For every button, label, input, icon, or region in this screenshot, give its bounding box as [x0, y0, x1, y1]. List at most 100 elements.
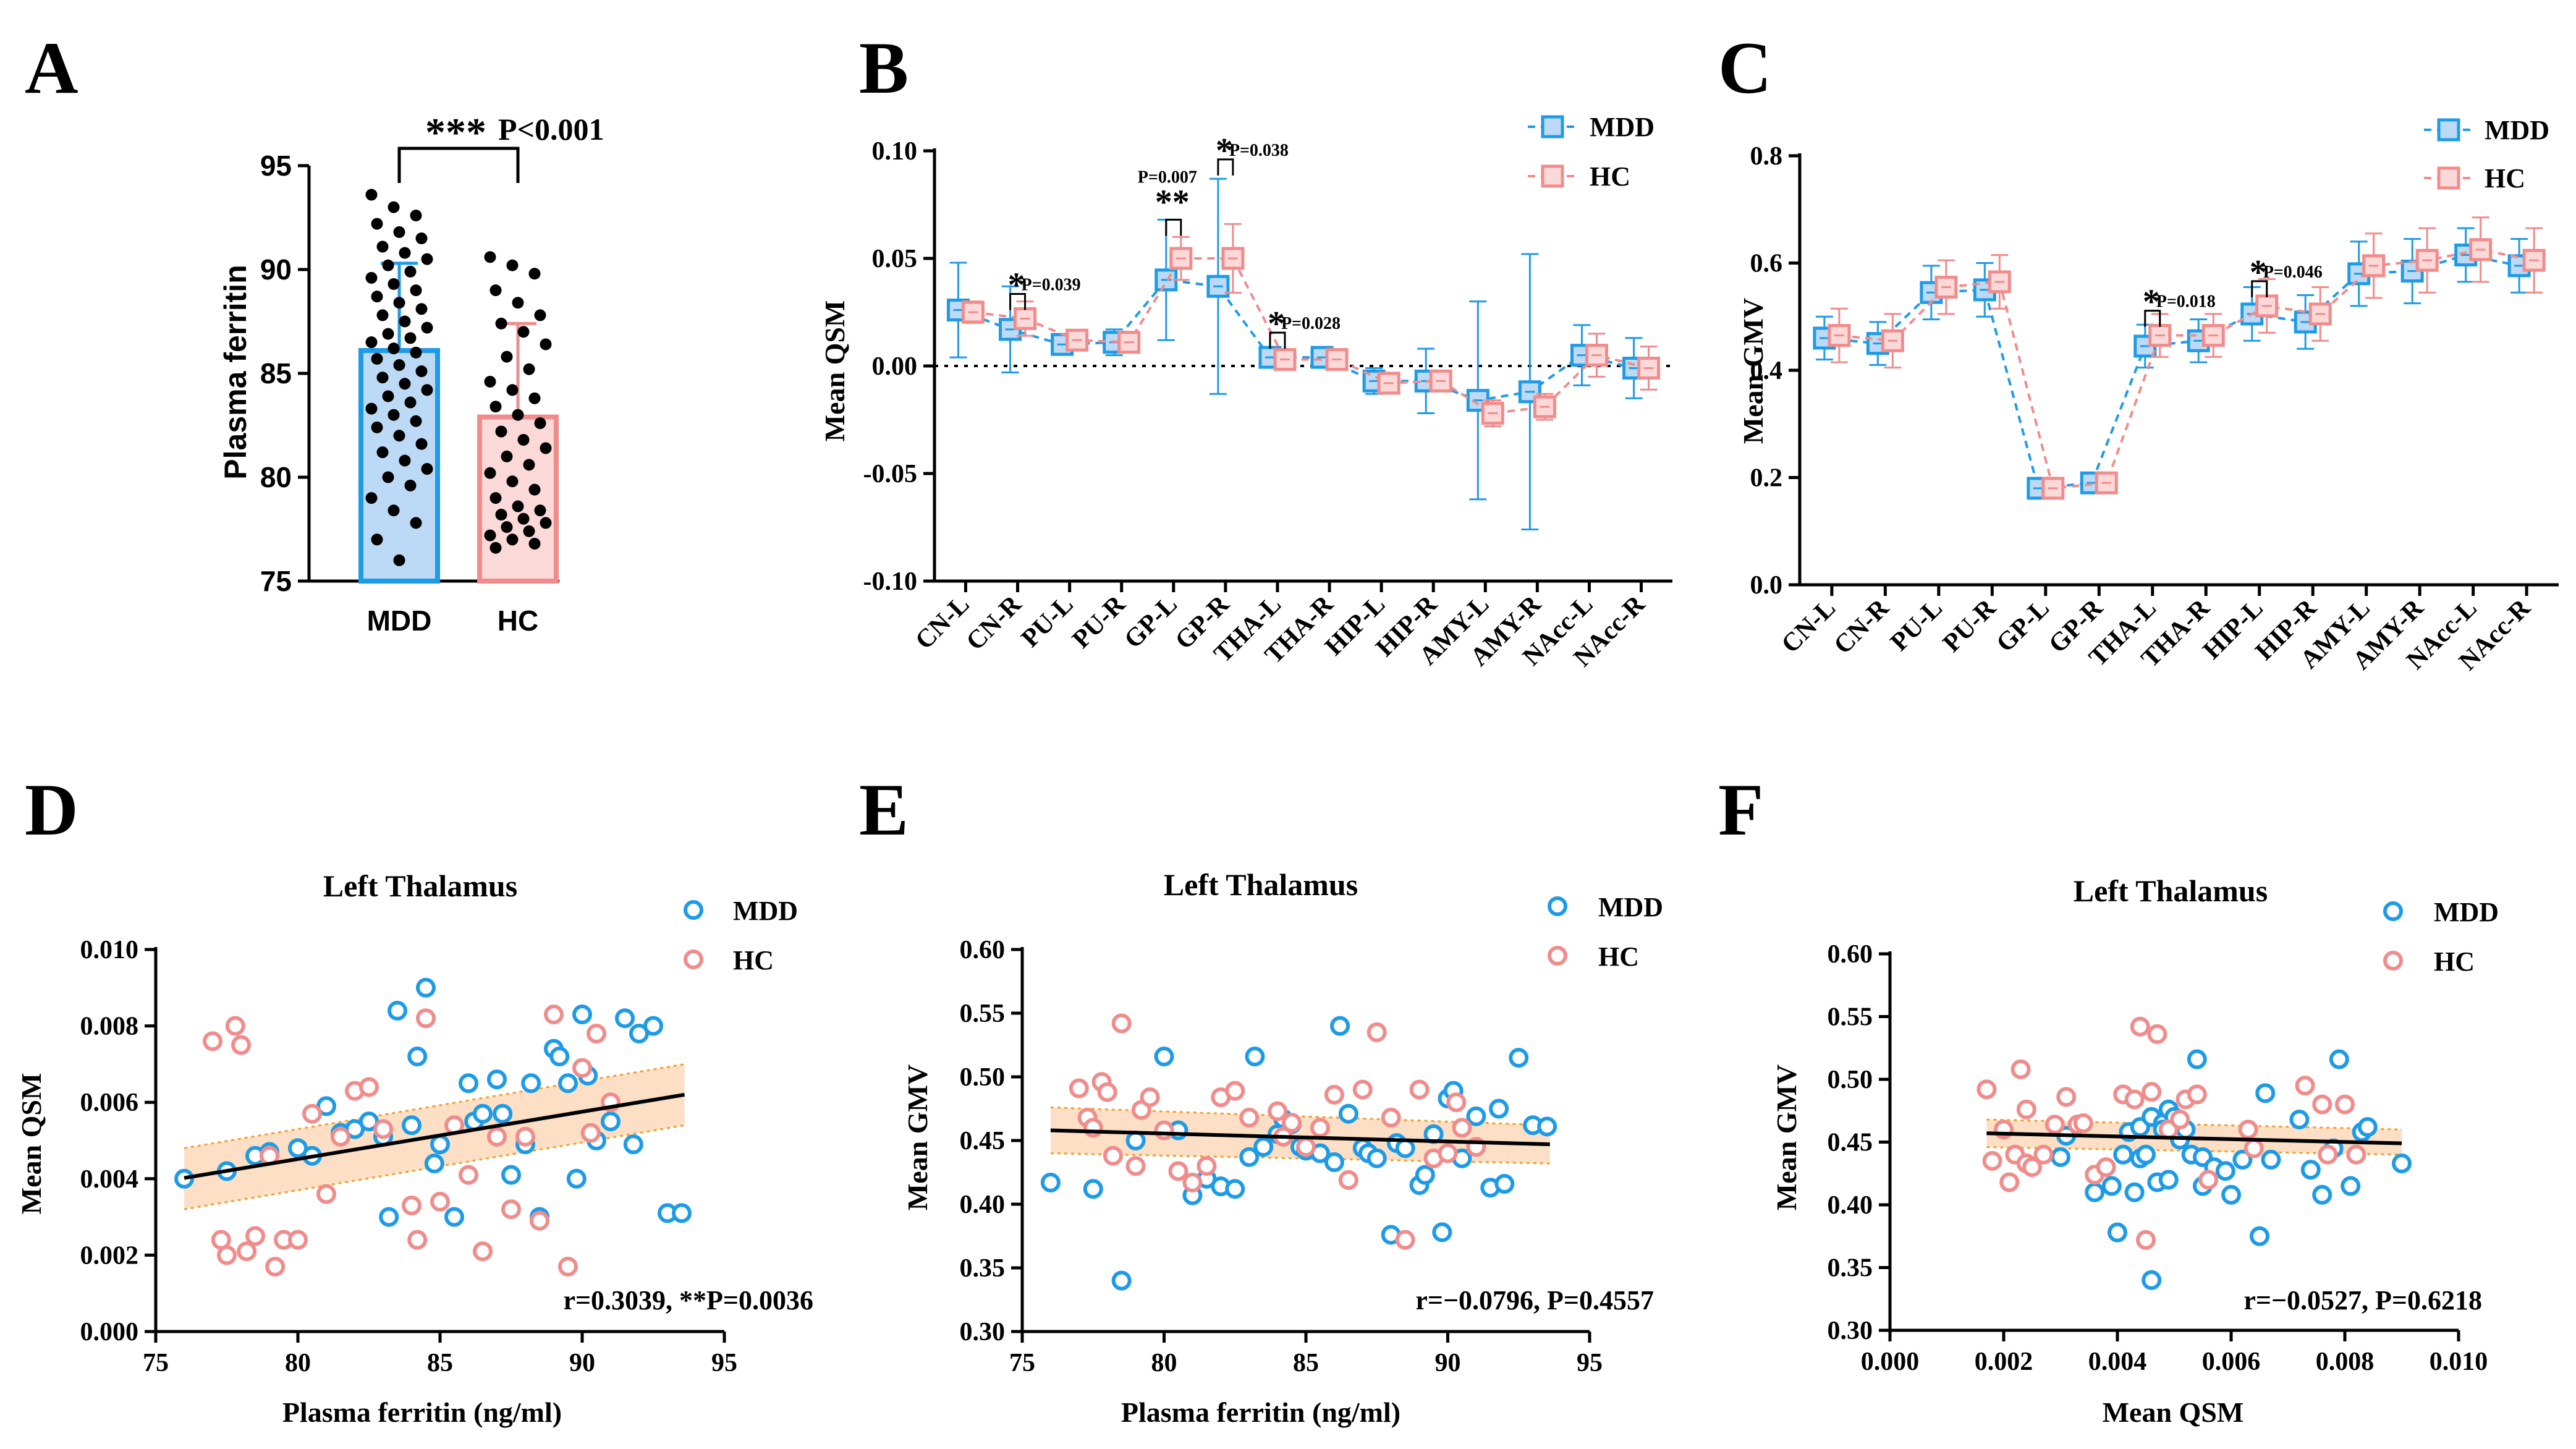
panel-f-point-hc: [2096, 1157, 2116, 1178]
panel-d-band-upper: [184, 1063, 685, 1149]
panel-b-line-chart: Mean QSM MDD HC -0.10 -0.05 0.00 0.05 0.10 CN…: [819, 112, 1672, 673]
panel-d-point-mdd: [444, 1207, 464, 1227]
panel-f-point-hc: [2033, 1144, 2054, 1165]
panel-a-dot-hc: [528, 392, 541, 404]
panel-d-ytick-label: 0.004: [80, 1165, 139, 1194]
panel-c-ytick-label: 0.4: [1750, 357, 1783, 385]
panel-f-legend-marker-hc: [2383, 951, 2403, 971]
panel-e-point-hc: [1409, 1079, 1430, 1100]
panel-a-dot-mdd: [410, 210, 422, 222]
panel-b-marker-hc: [1481, 402, 1504, 425]
panel-f-point-hc: [2335, 1094, 2355, 1115]
panel-f-point-hc: [2044, 1115, 2065, 1135]
panel-d-point-hc: [288, 1230, 308, 1250]
panel-d-point-mdd: [407, 1047, 428, 1067]
panel-e-point-mdd: [1111, 1270, 1132, 1291]
panel-a-dot-mdd: [410, 284, 422, 297]
panel-e-point-hc: [1182, 1172, 1203, 1192]
panel-a-dot-mdd: [415, 438, 428, 450]
panel-d-point-mdd: [643, 1016, 663, 1036]
panel-c-annotation-bracket: [2144, 310, 2161, 327]
panel-a-dot-hc: [517, 326, 530, 338]
panel-c-legend-marker-mdd: [2437, 118, 2460, 142]
panel-e-point-mdd: [1253, 1137, 1274, 1157]
panel-a-dot-mdd: [393, 554, 405, 566]
panel-d-point-hc: [231, 1035, 251, 1055]
panel-a-dot-hc: [506, 533, 519, 546]
panel-f-point-hc: [2243, 1138, 2264, 1158]
panel-f-point-hc: [2312, 1094, 2332, 1115]
panel-c-legend-hc-label: HC: [2485, 163, 2525, 193]
panel-d-point-mdd: [430, 1134, 450, 1155]
panel-f-band-lower: [1986, 1146, 2402, 1156]
panel-f-xtick-label: 0.000: [1861, 1348, 1920, 1376]
panel-f-fit-line: [1986, 1131, 2402, 1145]
panel-e-point-mdd: [1509, 1048, 1529, 1068]
panel-e-point-hc: [1125, 1156, 1146, 1176]
panel-a-dot-mdd: [399, 378, 411, 390]
panel-a-dot-hc: [528, 538, 541, 550]
panel-a-dot-hc: [489, 401, 502, 413]
panel-e-point-hc: [1140, 1087, 1160, 1107]
panel-d-ytick-label: 0.008: [80, 1013, 139, 1041]
panel-letter-a: A: [25, 27, 78, 109]
panel-a-dot-mdd: [421, 321, 433, 334]
panel-f-point-mdd: [2261, 1149, 2281, 1170]
panel-a-dot-mdd: [382, 259, 394, 271]
panel-c-xtick-label: CN-L: [1776, 594, 1841, 659]
panel-e-xtick-label: 95: [1577, 1349, 1603, 1377]
panel-e-point-hc: [1352, 1079, 1373, 1100]
panel-d-point-hc: [265, 1256, 286, 1277]
panel-d-xtick-label: 90: [569, 1349, 595, 1377]
panel-d-point-hc: [580, 1123, 601, 1143]
panel-d-ytick-label: 0.000: [80, 1318, 139, 1346]
panel-f-ytick-label: 0.40: [1828, 1191, 1873, 1220]
panel-d-point-mdd: [416, 977, 436, 998]
panel-f-point-mdd: [2329, 1049, 2349, 1069]
panel-c-marker-hc: [2522, 249, 2546, 272]
panel-e-ytick-label: 0.40: [960, 1191, 1006, 1219]
panel-e-ytick-label: 0.60: [960, 936, 1006, 964]
panel-a-dot-mdd: [421, 463, 433, 475]
panel-c-xtick-label: PU-L: [1885, 594, 1948, 657]
panel-a-dot-hc: [489, 542, 502, 554]
panel-a-dot-mdd: [410, 415, 422, 427]
panel-f-ytick-label: 0.45: [1828, 1129, 1873, 1157]
panel-e-point-mdd: [1366, 1148, 1387, 1168]
panel-f-x-axis-title: Mean QSM: [2103, 1396, 2244, 1428]
panel-c-xtick-label: CN-R: [1829, 593, 1895, 660]
panel-e-point-hc: [1381, 1107, 1401, 1128]
panel-d-point-mdd: [572, 1005, 592, 1025]
panel-e-x-axis-title: Plasma ferritin (ng/ml): [1121, 1396, 1400, 1428]
panel-a-dot-mdd: [371, 421, 383, 433]
panel-a-dot-hc: [512, 409, 524, 421]
panel-d-ytick-label: 0.006: [80, 1089, 139, 1117]
panel-f-point-mdd: [2124, 1182, 2145, 1202]
panel-d-point-hc: [237, 1241, 257, 1262]
panel-c-legend-marker-hc: [2437, 166, 2460, 190]
panel-d-point-mdd: [501, 1165, 521, 1185]
panel-a-dot-mdd: [365, 336, 378, 349]
panel-d-point-mdd: [487, 1069, 507, 1090]
panel-e-point-hc: [1366, 1022, 1387, 1042]
panel-b-annotation-pvalue: P=0.039: [1022, 275, 1081, 294]
panel-d-point-mdd: [174, 1168, 194, 1189]
panel-b-annotation-pvalue: P=0.007: [1138, 168, 1197, 187]
panel-b-annotation-bracket: [1217, 158, 1234, 176]
panel-letter-e: E: [859, 768, 909, 851]
panel-f-point-hc: [1976, 1079, 1997, 1100]
panel-d-point-hc: [373, 1119, 393, 1139]
panel-e-legend-hc-label: HC: [1598, 941, 1639, 972]
panel-f-point-mdd: [2232, 1149, 2253, 1170]
panel-b-legend-mdd-label: MDD: [1590, 112, 1654, 142]
panel-d-point-hc: [407, 1230, 428, 1250]
panel-a-dot-mdd: [365, 402, 378, 415]
panel-a-dot-mdd: [371, 533, 383, 546]
panel-a-dot-mdd: [393, 226, 405, 239]
panel-e-point-mdd: [1330, 1016, 1350, 1036]
panel-e-point-mdd: [1494, 1174, 1515, 1194]
panel-d-point-hc: [416, 1008, 436, 1029]
panel-c-xtick-label: PU-R: [1938, 593, 2002, 658]
panel-a-dot-mdd: [382, 471, 394, 483]
